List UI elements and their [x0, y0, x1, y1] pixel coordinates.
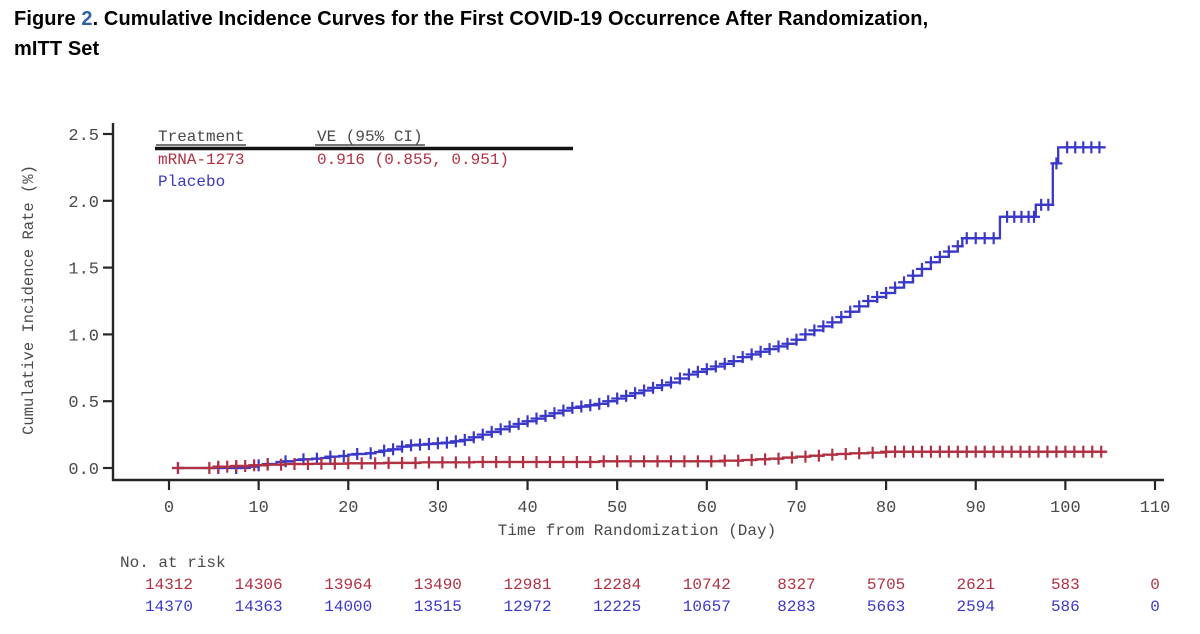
- risk-table-label: No. at risk: [120, 554, 226, 572]
- figure-number-link[interactable]: 2: [81, 8, 93, 30]
- x-tick-label: 20: [338, 499, 358, 518]
- legend-row-treatment: mRNA-1273: [158, 151, 244, 169]
- y-tick-label: 0.0: [68, 461, 99, 480]
- x-tick-label: 10: [248, 499, 268, 518]
- risk-value-mrna-1273: 12284: [593, 576, 641, 594]
- risk-value-mrna-1273: 13964: [324, 576, 372, 594]
- legend-row-ve: 0.916 (0.855, 0.951): [317, 151, 509, 169]
- risk-value-mrna-1273: 583: [1051, 576, 1080, 594]
- placebo-curve: [177, 146, 1106, 470]
- y-axis-title: Cumulative Incidence Rate (%): [20, 165, 38, 435]
- x-tick-label: 90: [966, 499, 986, 518]
- risk-value-placebo: 0: [1150, 598, 1160, 616]
- risk-value-placebo: 10657: [683, 598, 731, 616]
- legend-col2-header: VE (95% CI): [317, 128, 423, 146]
- y-tick-label: 0.5: [68, 394, 99, 413]
- risk-value-placebo: 12225: [593, 598, 641, 616]
- risk-value-mrna-1273: 2621: [957, 576, 995, 594]
- x-tick-label: 50: [607, 499, 627, 518]
- risk-value-placebo: 14370: [145, 598, 193, 616]
- x-tick-label: 80: [876, 499, 896, 518]
- x-tick-label: 70: [786, 499, 806, 518]
- figure-title-text: . Cumulative Incidence Curves for the Fi…: [92, 8, 929, 30]
- x-tick-label: 30: [428, 499, 448, 518]
- risk-value-placebo: 14363: [235, 598, 283, 616]
- risk-value-placebo: 12972: [504, 598, 552, 616]
- figure-label: Figure: [14, 8, 82, 30]
- risk-value-mrna-1273: 13490: [414, 576, 462, 594]
- x-tick-label: 60: [697, 499, 717, 518]
- legend-row-treatment: Placebo: [158, 173, 225, 191]
- risk-value-mrna-1273: 10742: [683, 576, 731, 594]
- y-tick-label: 1.5: [68, 261, 99, 280]
- risk-value-mrna-1273: 12981: [504, 576, 552, 594]
- x-axis-title: Time from Randomization (Day): [498, 522, 776, 540]
- risk-value-placebo: 586: [1051, 598, 1080, 616]
- y-tick-label: 2.5: [68, 127, 99, 146]
- x-tick-label: 110: [1140, 499, 1171, 518]
- y-tick-label: 2.0: [68, 194, 99, 213]
- figure-title-line2: mITT Set: [14, 38, 100, 60]
- risk-value-mrna-1273: 8327: [777, 576, 815, 594]
- x-tick-label: 100: [1050, 499, 1081, 518]
- risk-value-placebo: 13515: [414, 598, 462, 616]
- risk-value-mrna-1273: 14312: [145, 576, 193, 594]
- risk-value-mrna-1273: 14306: [235, 576, 283, 594]
- risk-value-placebo: 2594: [957, 598, 995, 616]
- risk-value-placebo: 14000: [324, 598, 372, 616]
- x-tick-label: 0: [164, 499, 174, 518]
- risk-value-mrna-1273: 0: [1150, 576, 1160, 594]
- x-tick-label: 40: [517, 499, 537, 518]
- risk-value-placebo: 8283: [777, 598, 815, 616]
- risk-value-mrna-1273: 5705: [867, 576, 905, 594]
- y-tick-label: 1.0: [68, 327, 99, 346]
- risk-value-placebo: 5663: [867, 598, 905, 616]
- legend-col1-header: Treatment: [158, 128, 244, 146]
- figure-title: Figure 2. Cumulative Incidence Curves fo…: [14, 4, 928, 64]
